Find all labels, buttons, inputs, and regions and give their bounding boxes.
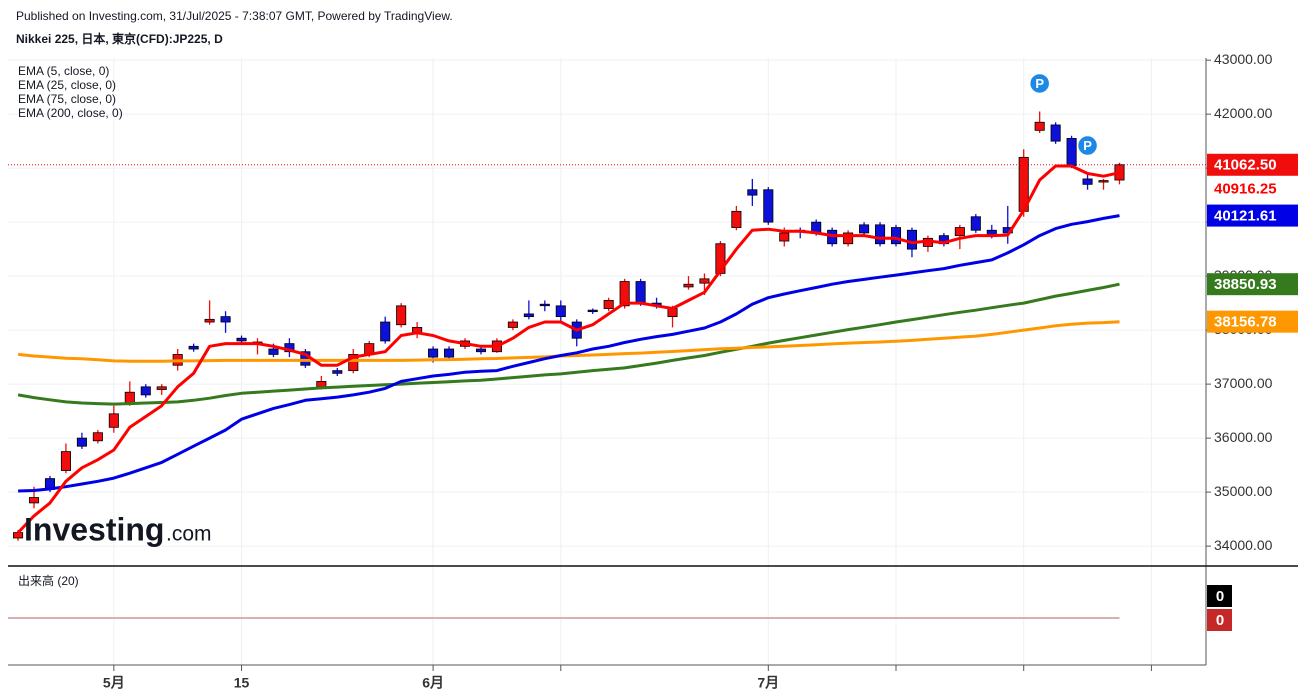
x-tick-label: 5月 (103, 675, 125, 691)
candle-body (699, 278, 710, 284)
volume-label-box (1207, 609, 1232, 631)
candle-body (986, 229, 997, 235)
ema-line (17, 164, 1120, 534)
price-label-box (1207, 177, 1298, 200)
x-tick-label: 15 (234, 675, 250, 691)
labels: P P 41062.50 40916.25 40121.61 38850.93 38156.… (1028, 72, 1298, 631)
candle-body (60, 451, 71, 471)
price-label: 38156.78 (1214, 314, 1277, 331)
candle-body (188, 345, 199, 350)
candle-body (779, 232, 790, 242)
candle-body (763, 189, 774, 223)
candle-body (859, 224, 870, 234)
candle-body (316, 381, 327, 388)
price-label: 40121.61 (1214, 208, 1277, 225)
candle-body (348, 354, 359, 372)
y-tick-label: 42000.00 (1214, 105, 1273, 121)
candle-body (332, 370, 343, 374)
y-tick-label: 43000.00 (1214, 51, 1273, 67)
price-label-box (1207, 273, 1298, 296)
candle-body (970, 216, 981, 231)
legend-entry: EMA (75, close, 0) (18, 92, 116, 106)
annotation-badge (1076, 134, 1099, 157)
candle-body (156, 386, 167, 390)
candle-body (715, 243, 726, 274)
candle-body (92, 432, 103, 442)
volume-title: 出来高 (20) (18, 573, 79, 588)
candle-body (954, 227, 965, 237)
ema-line (17, 282, 1120, 406)
candle-body (204, 318, 215, 323)
published-note: Published on Investing.com, 31/Jul/2025 … (16, 9, 453, 23)
price-label-box (1207, 310, 1298, 333)
candle-body (523, 313, 534, 318)
candle-body (475, 348, 487, 353)
candle-body (428, 348, 439, 358)
candle-body (380, 321, 391, 342)
candle-body (731, 210, 742, 228)
candle-body (507, 321, 518, 328)
y-tick-label: 34000.00 (1214, 537, 1273, 553)
price-label: 38850.93 (1214, 276, 1277, 293)
y-tick-label: 37000.00 (1214, 375, 1273, 391)
plot (8, 111, 1206, 619)
candle-body (236, 337, 247, 342)
x-tick-label: 7月 (757, 675, 779, 691)
candle-body (444, 348, 455, 358)
candle-body (619, 281, 630, 307)
candle-body (555, 305, 566, 318)
annotation-text: P (1035, 76, 1044, 91)
legend-entry: EMA (5, close, 0) (18, 64, 109, 78)
ema-line (18, 214, 1120, 493)
price-label-box (1207, 153, 1298, 176)
candle-body (140, 386, 151, 396)
candle-body (220, 316, 231, 323)
candle-body (268, 348, 279, 355)
annotation-text: P (1083, 138, 1092, 153)
candle-body (539, 303, 550, 307)
candle-body (13, 532, 24, 539)
candle-body (890, 227, 902, 245)
candle-body (1082, 178, 1093, 185)
candle-body (28, 497, 40, 504)
volume-label-box (1207, 585, 1232, 607)
volume-label: 0 (1216, 588, 1224, 605)
candle-body (603, 300, 614, 309)
y-tick-label: 35000.00 (1214, 483, 1273, 499)
candle-body (108, 413, 119, 428)
candle-body (76, 437, 87, 447)
candle-body (124, 391, 135, 404)
candle-body (747, 189, 758, 196)
candle-body (1098, 180, 1109, 183)
candle-body (396, 305, 407, 326)
price-label-box (1207, 204, 1298, 227)
annotation-badge (1028, 72, 1051, 95)
watermark-brand: Investing (24, 511, 164, 547)
candle-body (1066, 138, 1077, 166)
candle-body (843, 232, 854, 245)
legend-entry: EMA (25, close, 0) (18, 78, 116, 92)
candle-body (1050, 124, 1061, 142)
y-tick-label: 36000.00 (1214, 429, 1273, 445)
volume-label: 0 (1216, 612, 1224, 629)
x-tick-label: 6月 (422, 675, 444, 691)
candle-body (683, 283, 694, 288)
legend-entry: EMA (200, close, 0) (18, 106, 123, 120)
candle-body (875, 224, 886, 245)
symbol-title: Nikkei 225, 日本, 東京(CFD):JP225, D (16, 31, 223, 46)
candle-body (906, 229, 917, 250)
candle-body (635, 281, 646, 304)
candle-body (1034, 121, 1045, 131)
price-label: 40916.25 (1214, 181, 1277, 198)
price-label: 41062.50 (1214, 157, 1277, 174)
candle-body (587, 309, 598, 313)
watermark-suffix: .com (166, 523, 212, 546)
